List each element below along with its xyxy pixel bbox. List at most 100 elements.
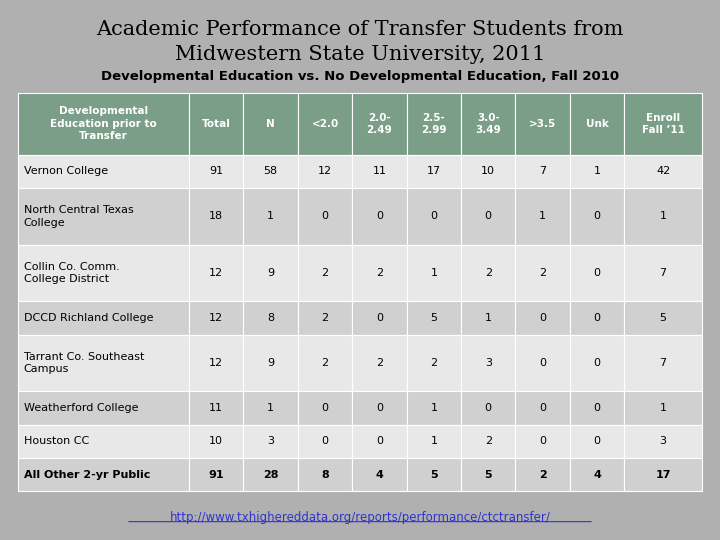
Text: Collin Co. Comm.
College District: Collin Co. Comm. College District xyxy=(24,262,120,284)
Bar xyxy=(189,392,243,425)
Bar xyxy=(407,154,461,188)
Text: 0: 0 xyxy=(593,268,600,278)
Text: 5: 5 xyxy=(430,470,438,480)
Text: 0: 0 xyxy=(322,211,328,221)
Bar xyxy=(18,93,189,154)
Bar xyxy=(461,392,516,425)
Bar xyxy=(570,392,624,425)
Text: 0: 0 xyxy=(593,403,600,413)
Text: 42: 42 xyxy=(656,166,670,177)
Text: 2: 2 xyxy=(485,268,492,278)
Text: 2: 2 xyxy=(485,436,492,447)
Text: Midwestern State University, 2011: Midwestern State University, 2011 xyxy=(175,44,545,64)
Text: Weatherford College: Weatherford College xyxy=(24,403,138,413)
Bar xyxy=(18,335,189,392)
Bar xyxy=(570,93,624,154)
Bar xyxy=(298,93,352,154)
Text: 5: 5 xyxy=(431,313,437,323)
Text: 8: 8 xyxy=(267,313,274,323)
Text: 18: 18 xyxy=(209,211,223,221)
Bar xyxy=(298,245,352,301)
Bar xyxy=(516,392,570,425)
Text: 91: 91 xyxy=(209,166,223,177)
Bar xyxy=(243,245,298,301)
Text: 12: 12 xyxy=(318,166,332,177)
Text: 2: 2 xyxy=(321,313,328,323)
Text: 0: 0 xyxy=(593,358,600,368)
Bar xyxy=(624,301,702,335)
Bar xyxy=(189,154,243,188)
Text: >3.5: >3.5 xyxy=(529,119,557,129)
Text: 0: 0 xyxy=(376,436,383,447)
Text: 1: 1 xyxy=(267,211,274,221)
Text: DCCD Richland College: DCCD Richland College xyxy=(24,313,153,323)
Bar xyxy=(407,425,461,458)
Bar xyxy=(461,458,516,491)
Text: 1: 1 xyxy=(539,211,546,221)
Text: 1: 1 xyxy=(267,403,274,413)
Text: 0: 0 xyxy=(593,313,600,323)
Text: Academic Performance of Transfer Students from: Academic Performance of Transfer Student… xyxy=(96,20,624,39)
Text: 7: 7 xyxy=(660,268,667,278)
Bar xyxy=(570,425,624,458)
Bar xyxy=(570,154,624,188)
Bar xyxy=(516,93,570,154)
Text: 2.0-
2.49: 2.0- 2.49 xyxy=(366,112,392,135)
Bar xyxy=(243,335,298,392)
Bar xyxy=(407,458,461,491)
Bar xyxy=(461,425,516,458)
Bar xyxy=(189,425,243,458)
Text: 11: 11 xyxy=(210,403,223,413)
Text: 91: 91 xyxy=(208,470,224,480)
Bar xyxy=(189,93,243,154)
Text: 1: 1 xyxy=(660,403,667,413)
Bar xyxy=(516,245,570,301)
Text: 9: 9 xyxy=(267,268,274,278)
Bar xyxy=(243,154,298,188)
Bar xyxy=(624,335,702,392)
Text: 12: 12 xyxy=(209,358,223,368)
Text: 2: 2 xyxy=(376,268,383,278)
Bar xyxy=(243,93,298,154)
Text: 0: 0 xyxy=(593,211,600,221)
Text: 0: 0 xyxy=(376,403,383,413)
Bar xyxy=(298,392,352,425)
Bar xyxy=(352,301,407,335)
Text: Unk: Unk xyxy=(585,119,608,129)
Text: 8: 8 xyxy=(321,470,329,480)
Text: 2.5-
2.99: 2.5- 2.99 xyxy=(421,112,446,135)
Text: 0: 0 xyxy=(431,211,437,221)
Bar xyxy=(624,93,702,154)
Text: 2: 2 xyxy=(376,358,383,368)
Text: 0: 0 xyxy=(322,403,328,413)
Text: 4: 4 xyxy=(376,470,383,480)
Bar xyxy=(298,301,352,335)
Bar xyxy=(243,301,298,335)
Bar xyxy=(352,93,407,154)
Text: 0: 0 xyxy=(593,436,600,447)
Bar xyxy=(243,425,298,458)
Text: 58: 58 xyxy=(264,166,278,177)
Text: Tarrant Co. Southeast
Campus: Tarrant Co. Southeast Campus xyxy=(24,352,144,374)
Bar xyxy=(516,154,570,188)
Bar xyxy=(298,425,352,458)
Text: <2.0: <2.0 xyxy=(311,119,338,129)
Text: 2: 2 xyxy=(539,268,546,278)
Text: 28: 28 xyxy=(263,470,279,480)
Text: 10: 10 xyxy=(210,436,223,447)
Bar xyxy=(407,93,461,154)
Bar xyxy=(624,458,702,491)
Text: 0: 0 xyxy=(485,211,492,221)
Text: All Other 2-yr Public: All Other 2-yr Public xyxy=(24,470,150,480)
Bar xyxy=(570,458,624,491)
Text: 0: 0 xyxy=(539,358,546,368)
Bar xyxy=(352,154,407,188)
Text: 9: 9 xyxy=(267,358,274,368)
Text: 1: 1 xyxy=(660,211,667,221)
Bar xyxy=(243,392,298,425)
Text: 3: 3 xyxy=(660,436,667,447)
Text: 5: 5 xyxy=(485,470,492,480)
Text: Developmental
Education prior to
Transfer: Developmental Education prior to Transfe… xyxy=(50,106,157,141)
Bar xyxy=(352,188,407,245)
Bar xyxy=(461,335,516,392)
